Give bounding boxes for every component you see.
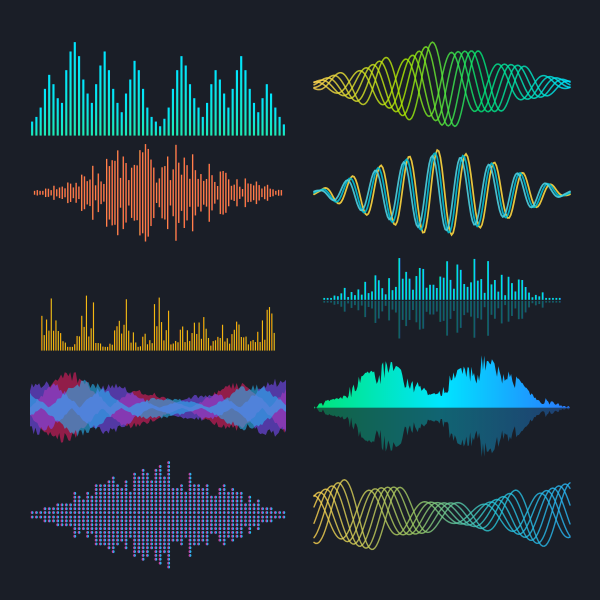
- waveform-wf-4: [314, 142, 570, 244]
- waveform-wf-8: [314, 357, 570, 459]
- waveform-wf-10: [314, 464, 570, 566]
- waveform-wf-3: [30, 142, 286, 244]
- waveform-wf-9: [30, 464, 286, 566]
- waveform-wf-2: [314, 34, 570, 136]
- waveform-wf-7: [30, 357, 286, 459]
- waveform-wf-1: [30, 34, 286, 136]
- waveform-collection: [0, 0, 600, 600]
- waveform-wf-5: [30, 249, 286, 351]
- waveform-wf-6: [314, 249, 570, 351]
